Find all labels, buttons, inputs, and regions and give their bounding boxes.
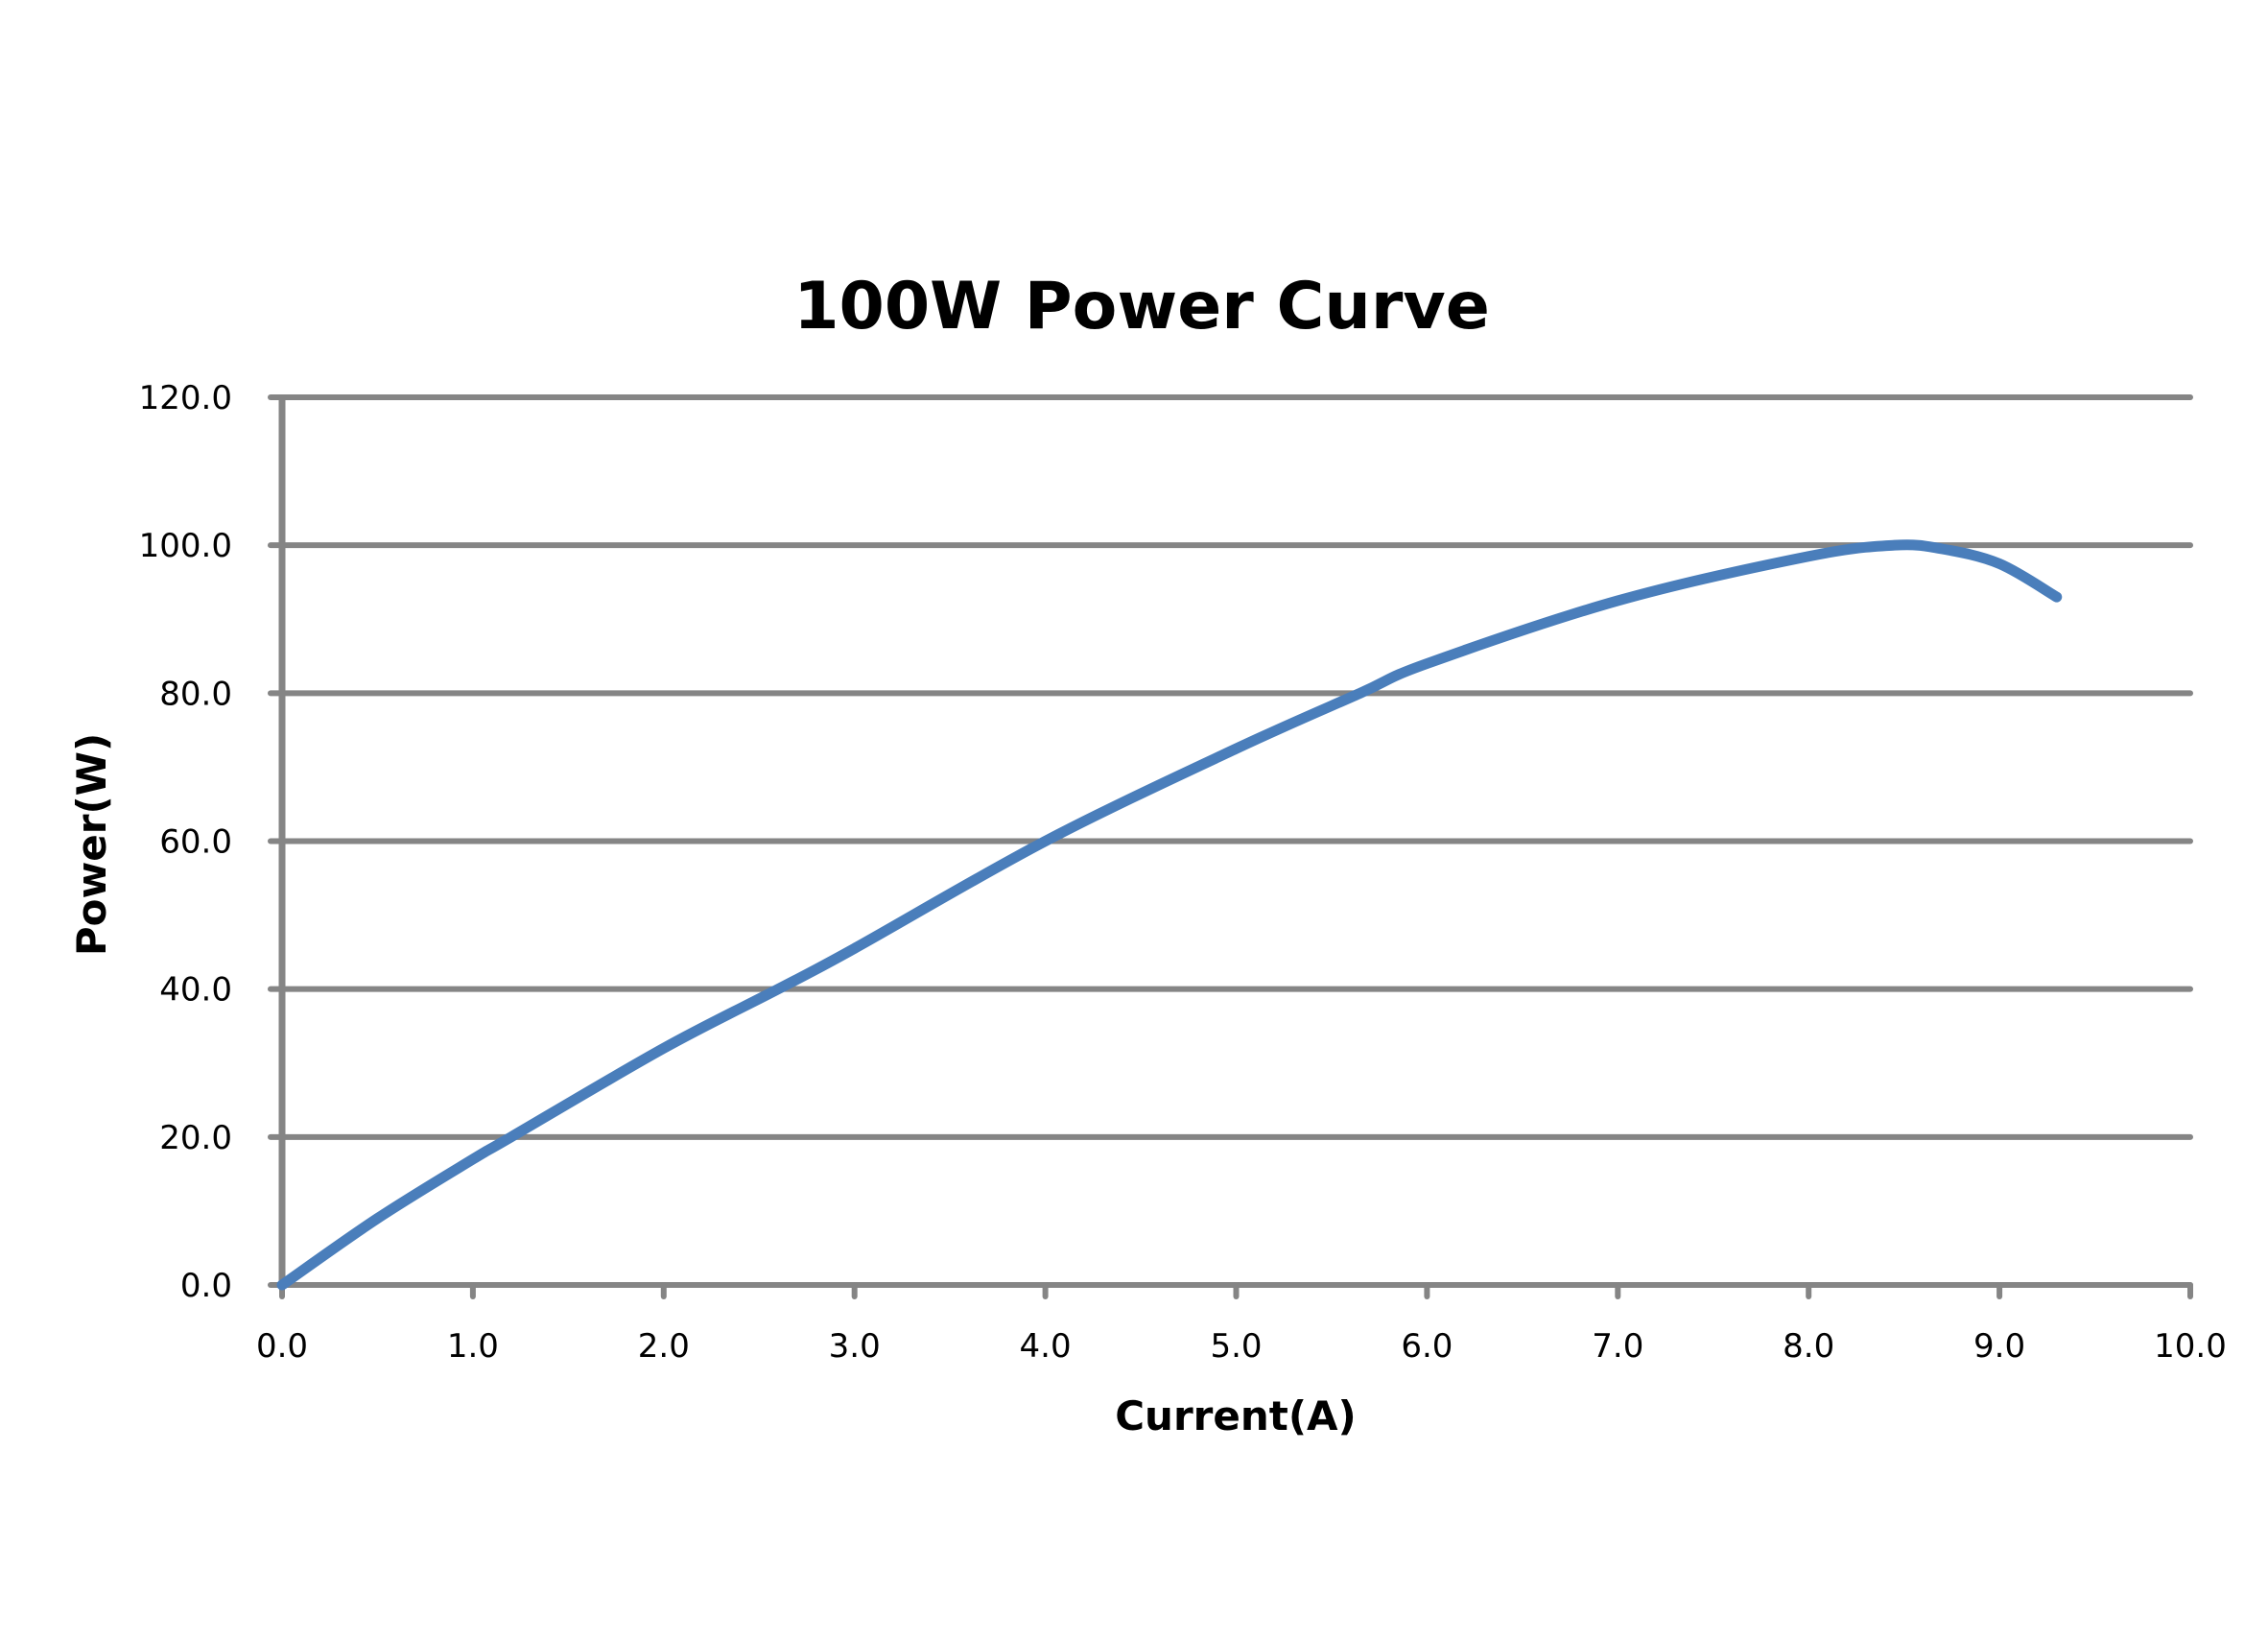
- x-tick-label: 2.0: [638, 1327, 690, 1366]
- series-group: [276, 539, 2063, 1291]
- x-tick-label: 0.0: [256, 1327, 308, 1366]
- chart-title: 100W Power Curve: [793, 269, 1490, 345]
- y-tick-label: 0.0: [180, 1267, 232, 1305]
- x-tick-label: 8.0: [1783, 1327, 1834, 1366]
- y-tick-label: 120.0: [139, 379, 232, 417]
- gridlines: [268, 394, 2193, 1288]
- x-tick-label: 6.0: [1401, 1327, 1453, 1366]
- x-tick-label: 5.0: [1210, 1327, 1262, 1366]
- axes: [278, 397, 2193, 1299]
- y-tick-label: 60.0: [159, 823, 232, 862]
- y-tick-label: 40.0: [159, 971, 232, 1010]
- x-tick-label: 9.0: [1973, 1327, 2025, 1366]
- x-tick-label: 7.0: [1592, 1327, 1643, 1366]
- y-tick-labels: 0.0 20.0 40.0 60.0 80.0 100.0 120.0: [139, 379, 232, 1305]
- x-tick-label: 4.0: [1020, 1327, 1072, 1366]
- y-tick-label: 20.0: [159, 1119, 232, 1157]
- series-line-power: [276, 539, 2063, 1291]
- x-tick-label: 10.0: [2154, 1327, 2227, 1366]
- y-tick-label: 100.0: [139, 527, 232, 565]
- x-axis-label: Current(A): [1115, 1392, 1357, 1439]
- x-tick-label: 3.0: [829, 1327, 881, 1366]
- x-tick-labels: 0.0 1.0 2.0 3.0 4.0 5.0 6.0 7.0 8.0 9.0 10.0: [256, 1327, 2227, 1366]
- y-tick-label: 80.0: [159, 675, 232, 713]
- x-tick-label: 1.0: [447, 1327, 499, 1366]
- y-axis-label: Power(W): [68, 733, 115, 956]
